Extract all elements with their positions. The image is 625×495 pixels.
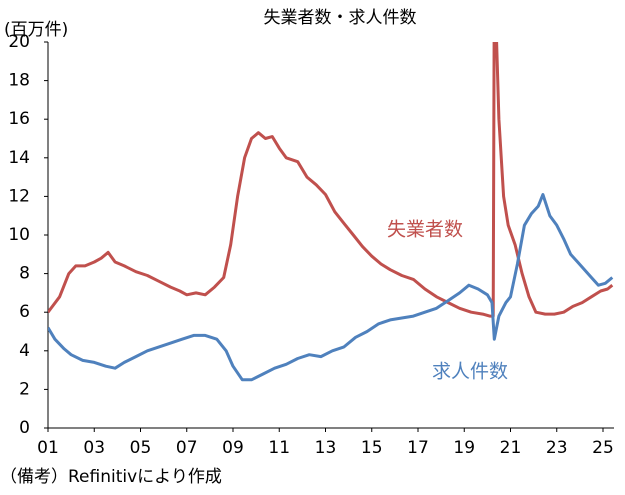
y-tick-label: 2 — [19, 379, 30, 399]
x-tick-label: 07 — [176, 438, 198, 458]
y-axis-label: (百万件) — [4, 20, 68, 40]
x-tick-label: 13 — [315, 438, 337, 458]
x-tick-label: 03 — [83, 438, 105, 458]
x-tick-label: 05 — [130, 438, 152, 458]
x-tick-label: 15 — [361, 438, 383, 458]
x-tick-label: 01 — [37, 438, 59, 458]
legend-label: 失業者数 — [387, 219, 463, 241]
line — [48, 193, 614, 382]
y-tick-label: 10 — [8, 225, 30, 245]
y-tick-label: 12 — [8, 186, 30, 206]
x-tick-label: 11 — [268, 438, 290, 458]
y-tick-label: 16 — [8, 109, 30, 129]
x-tick-label: 25 — [592, 438, 614, 458]
y-tick-label: 18 — [8, 71, 30, 91]
chart-title: 失業者数・求人件数 — [264, 8, 417, 28]
y-tick-label: 20 — [8, 32, 30, 52]
y-tick-label: 0 — [19, 418, 30, 438]
line — [48, 42, 614, 318]
x-tick-label: 09 — [222, 438, 244, 458]
y-tick-label: 14 — [8, 148, 30, 168]
note: （備考）Refinitivにより作成 — [0, 467, 222, 487]
x-tick-label: 23 — [546, 438, 568, 458]
y-tick-label: 4 — [19, 341, 30, 361]
x-tick-label: 17 — [407, 438, 429, 458]
y-tick-label: 6 — [19, 302, 30, 322]
x-tick-label: 21 — [500, 438, 522, 458]
x-tick-label: 19 — [453, 438, 475, 458]
legend-label: 求人件数 — [432, 361, 508, 383]
y-tick-label: 8 — [19, 264, 30, 284]
